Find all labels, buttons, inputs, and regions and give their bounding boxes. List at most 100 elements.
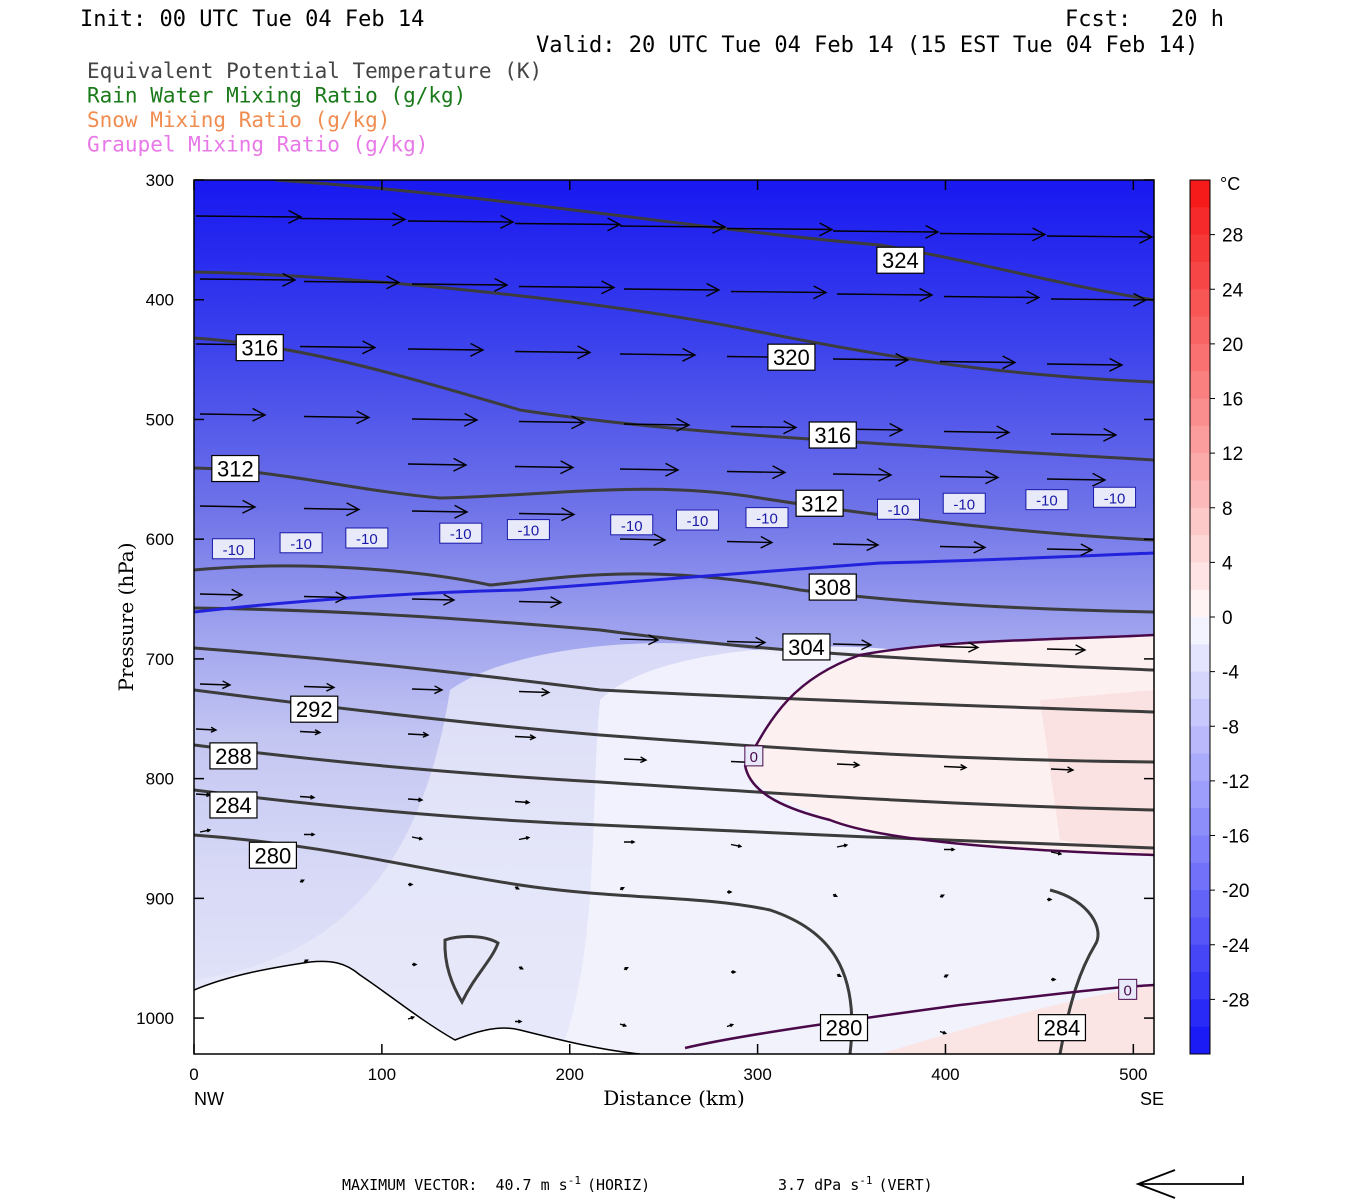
isotherm-zero — [684, 983, 1154, 1050]
wind-vector — [199, 588, 244, 601]
theta-e-label-box — [209, 791, 258, 819]
isotherm-label: 0 — [750, 749, 758, 766]
colorbar-band — [1190, 726, 1210, 755]
colorbar-unit: °C — [1220, 174, 1240, 194]
theta-e-label-box — [808, 573, 857, 601]
colorbar-tick-label: 16 — [1222, 390, 1243, 411]
colorbar-band — [1190, 890, 1210, 918]
wind-vector — [832, 224, 940, 239]
init-time: Init: 00 UTC Tue 04 Feb 14 — [80, 7, 424, 32]
colorbar-band — [1190, 808, 1210, 836]
wind-vector — [299, 794, 316, 800]
isotherm-label-box — [345, 527, 389, 549]
wind-vector — [518, 507, 576, 522]
colorbar-band — [1190, 999, 1210, 1028]
x-tick-label: 100 — [368, 1065, 396, 1084]
theta-e-label-box — [808, 421, 857, 449]
isotherm-label-box — [279, 532, 323, 554]
theta-e-contour — [194, 270, 1154, 384]
svg-text:MAXIMUM VECTOR:40.7 m s-1(HORI: MAXIMUM VECTOR: 40.7 m s-1 (HORIZ) — [342, 1174, 650, 1194]
wind-vector — [832, 538, 880, 552]
colorbar-band — [1190, 425, 1210, 454]
isotherm-label: -10 — [1036, 493, 1058, 510]
theta-e-contour — [194, 788, 1154, 850]
colorbar-tick-label: 28 — [1222, 226, 1243, 247]
wind-vector — [832, 639, 873, 651]
theta-e-label: 320 — [773, 345, 810, 370]
wind-vector — [1046, 644, 1087, 656]
theta-e-label-box — [235, 334, 284, 362]
colorbar-band — [1190, 972, 1210, 1000]
legend-entry: Rain Water Mixing Ratio (g/kg) — [87, 84, 466, 108]
y-tick-label: 1000 — [136, 1009, 174, 1028]
wind-vector — [411, 277, 509, 292]
wind-vector — [939, 641, 980, 653]
isotherm-label-box — [942, 492, 986, 514]
wind-vector — [514, 460, 575, 475]
temperature-colorbar: 28 24 20 16 12 8 4 0 -4 -8 -12 -16 -20 -24 -28 °C — [1189, 174, 1250, 1055]
wind-vector — [303, 410, 371, 425]
wind-vector — [1046, 357, 1124, 372]
wind-vector — [623, 282, 721, 297]
isotherm-label: -10 — [1104, 490, 1126, 507]
colorbar-band — [1190, 944, 1210, 973]
wind-vector — [730, 285, 828, 300]
wind-vector — [199, 828, 212, 833]
wind-vector — [832, 467, 893, 482]
temperature-shading — [194, 180, 1154, 1054]
theta-e-contour — [1049, 888, 1100, 1054]
isotherm-label-box — [1093, 486, 1137, 508]
wind-vector — [726, 636, 767, 648]
wind-vector — [299, 879, 305, 884]
x-tick-label: 500 — [1119, 1065, 1147, 1084]
colorbar-tick-label: 24 — [1222, 280, 1244, 301]
wind-vector — [623, 966, 629, 971]
wind-vector — [408, 882, 414, 887]
colorbar-band — [1190, 917, 1210, 946]
theta-e-label-box — [782, 633, 831, 661]
colorbar-band — [1190, 535, 1210, 563]
wind-vector — [1046, 229, 1154, 244]
y-tick-label: 300 — [146, 171, 174, 190]
isotherm-label-box — [675, 509, 719, 531]
x-tick-label: 400 — [931, 1065, 959, 1084]
wind-vector — [518, 415, 586, 430]
y-axis-label: Pressure (hPa) — [114, 543, 138, 692]
valid-time: Valid: 20 UTC Tue 04 Feb 14 (15 EST Tue … — [536, 33, 1198, 58]
wind-vector — [939, 540, 987, 554]
y-tick-label: 700 — [146, 650, 174, 669]
wind-vector — [730, 420, 798, 435]
isotherm-label-box — [211, 538, 255, 560]
forecast-hour: Fcst: 20 h — [1065, 7, 1224, 32]
wind-vector — [619, 347, 697, 362]
colorbar-band — [1190, 644, 1210, 673]
x-axis-label: Distance (km) — [603, 1086, 745, 1110]
colorbar-band — [1190, 562, 1210, 591]
wind-vector — [944, 847, 956, 852]
wind-vector — [1047, 897, 1053, 902]
wind-vector — [199, 680, 232, 690]
wind-vector — [514, 345, 592, 360]
wind-vector — [726, 535, 774, 549]
colorbar-band — [1190, 617, 1210, 645]
y-tick-label: 500 — [146, 410, 174, 429]
isotherm-label-box — [744, 745, 764, 767]
isotherm-label-box — [1118, 978, 1138, 1000]
wind-vector — [943, 425, 1011, 440]
max-vector-arrow — [1135, 1169, 1244, 1199]
theta-e-label: 324 — [882, 248, 919, 273]
legend-entry: Equivalent Potential Temperature (K) — [87, 59, 542, 83]
theta-e-contour — [194, 564, 1154, 614]
svg-text:3.7 dPa s-1(VERT): 3.7 dPa s-1 (VERT) — [778, 1174, 933, 1194]
wind-vector — [726, 1023, 735, 1028]
wind-vector — [1050, 427, 1118, 442]
wind-vector — [624, 840, 636, 844]
isotherm-label: -10 — [621, 518, 643, 535]
wind-vector — [199, 499, 257, 514]
wind-vector — [199, 272, 297, 287]
theta-e-label-box — [767, 343, 816, 371]
wind-vector — [619, 1023, 628, 1028]
theta-e-label-box — [876, 246, 925, 274]
